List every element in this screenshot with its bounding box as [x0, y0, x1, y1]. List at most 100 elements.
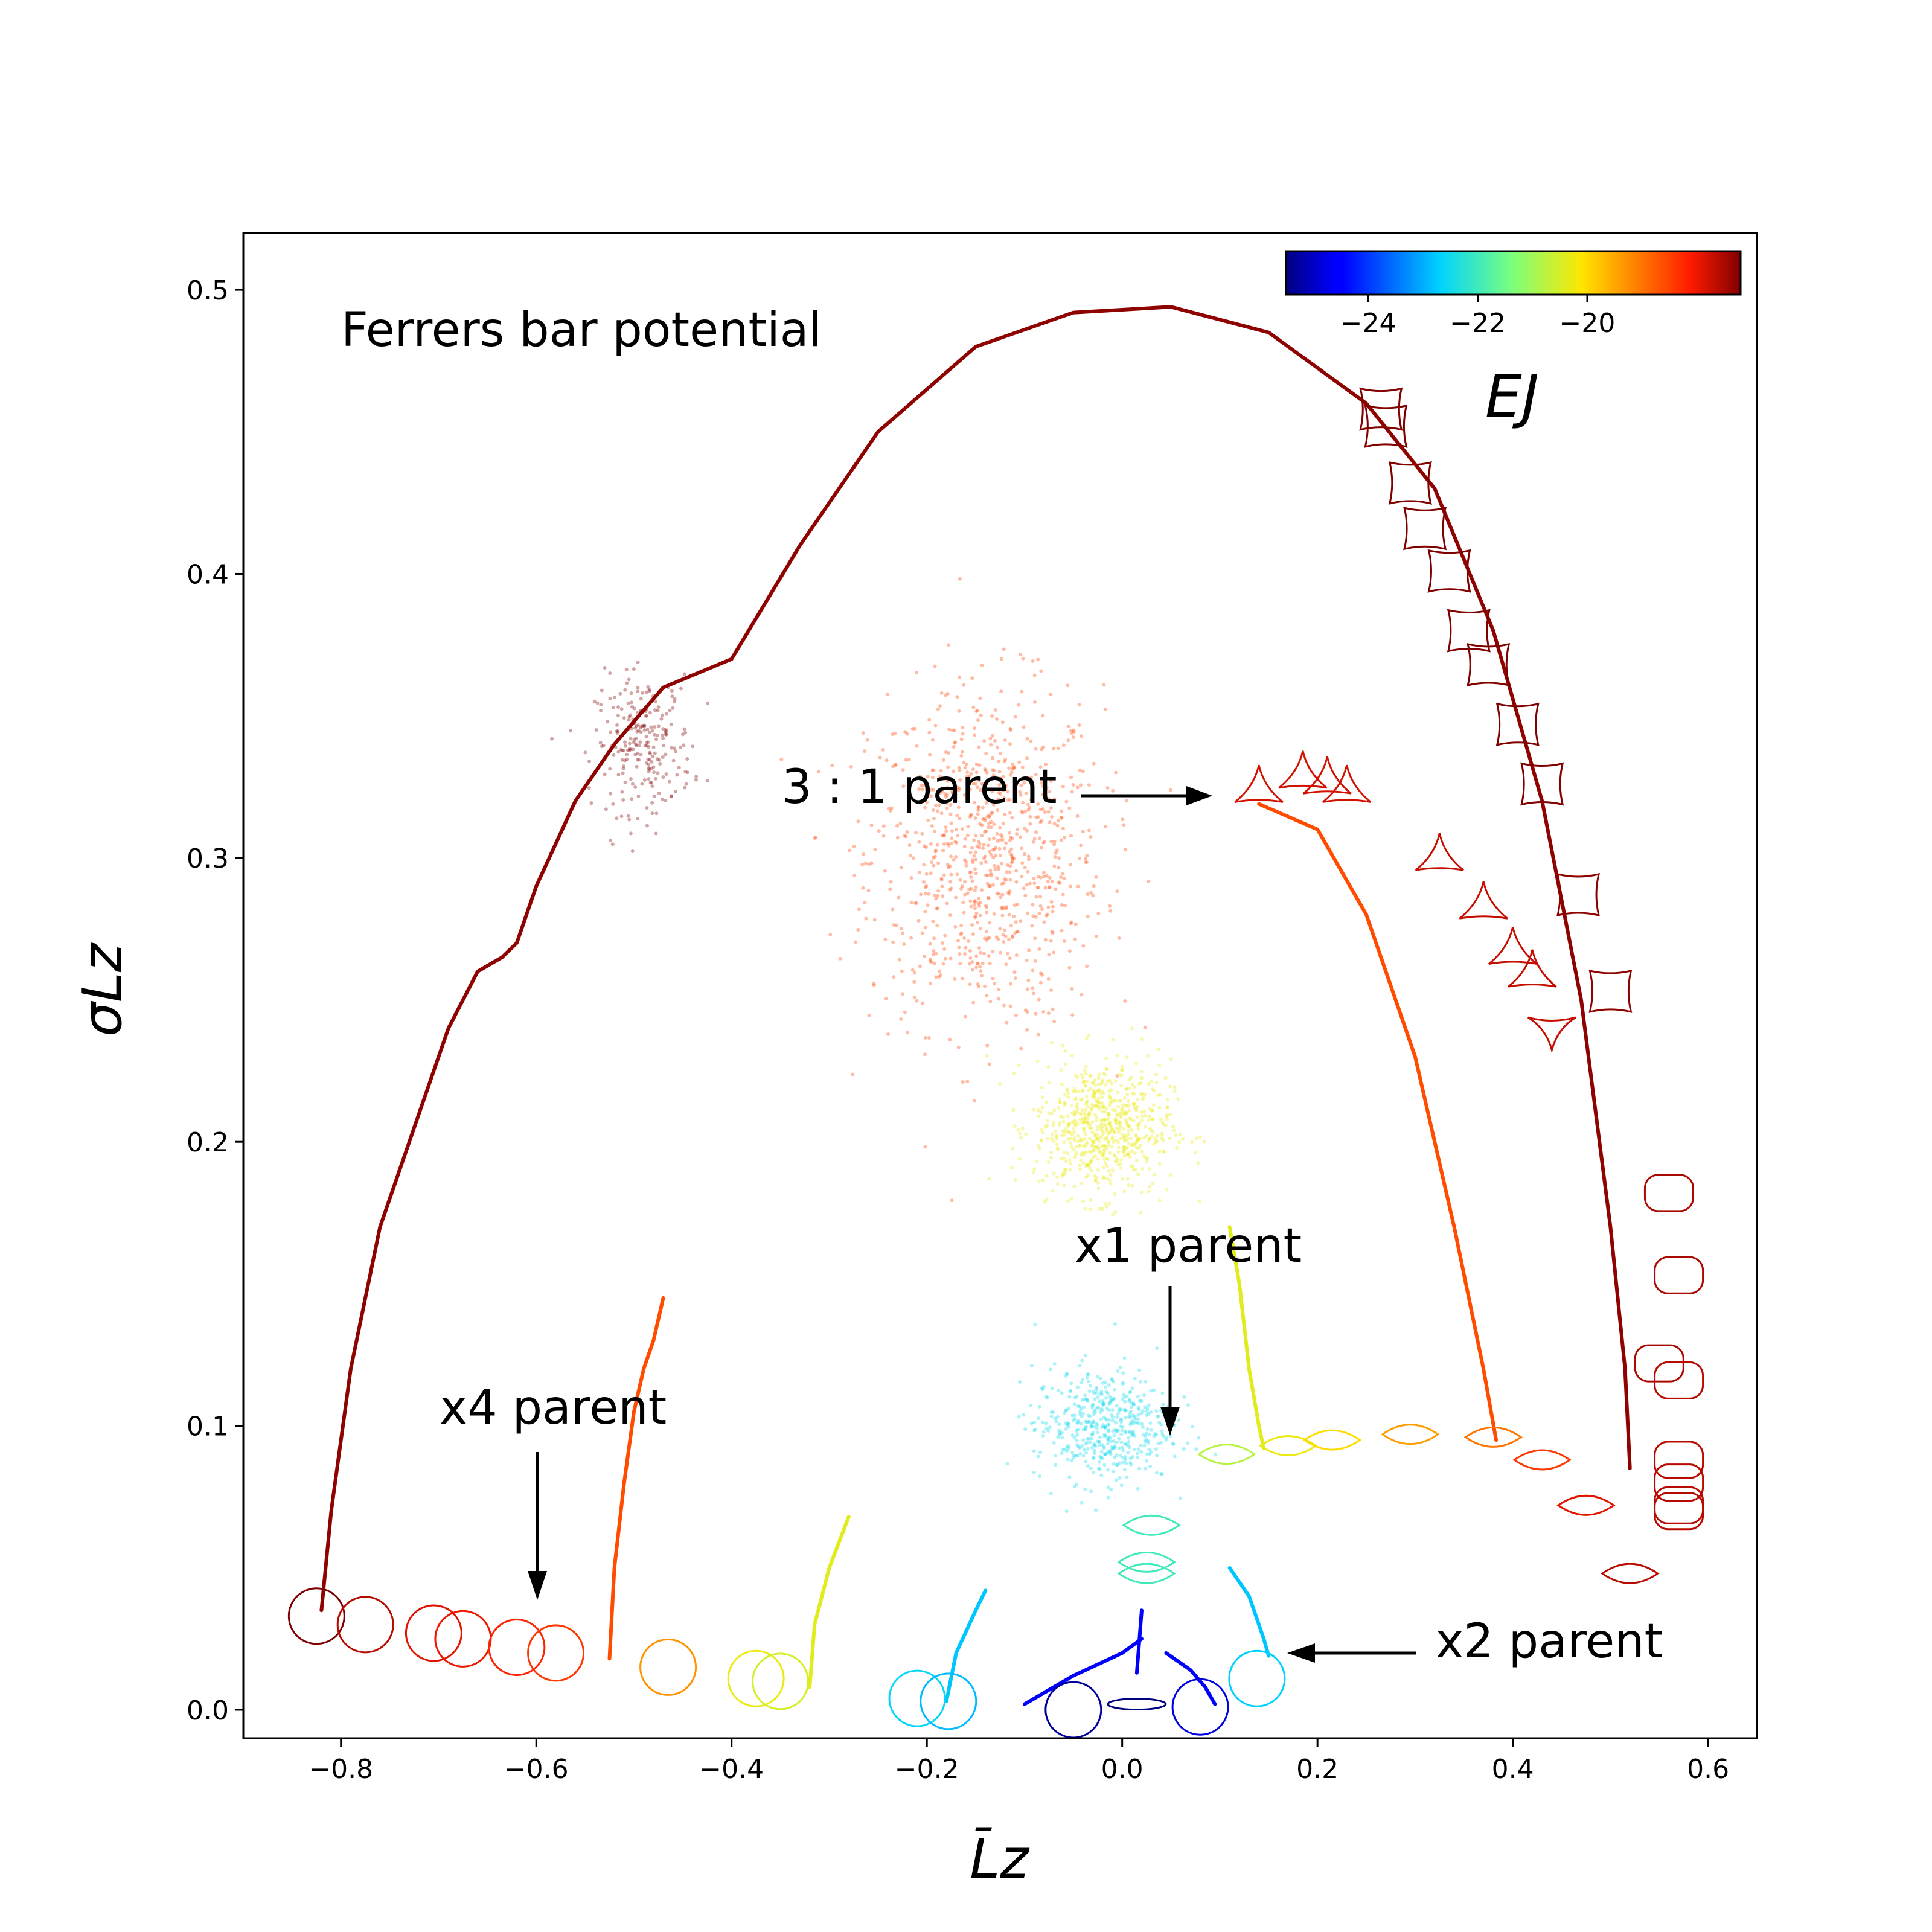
cloud-point: [1081, 1121, 1086, 1125]
cloud-point: [1097, 1439, 1101, 1444]
cloud-point: [636, 817, 640, 821]
cloud-point: [1009, 924, 1013, 928]
cloud-point: [984, 930, 988, 934]
cloud-point: [862, 852, 866, 857]
cloud-point: [1160, 1133, 1164, 1137]
cloud-point: [1120, 1067, 1124, 1072]
cloud-point: [1083, 1113, 1087, 1118]
cloud-point: [866, 889, 871, 893]
cloud-point: [606, 720, 610, 724]
cloud-point: [1090, 1403, 1095, 1407]
cloud-point: [619, 747, 623, 752]
cloud-point: [661, 797, 665, 801]
cloud-point: [1108, 1078, 1112, 1083]
cloud-point: [935, 809, 939, 813]
cloud-point: [958, 675, 962, 679]
cloud-point: [634, 743, 638, 747]
cloud-point: [685, 770, 689, 775]
cloud-point: [1157, 1421, 1162, 1425]
cloud-point: [1113, 1130, 1117, 1134]
cloud-point: [1104, 1145, 1108, 1149]
cloud-point: [1000, 905, 1005, 909]
cloud-point: [1100, 1101, 1104, 1105]
cloud-point: [987, 815, 991, 819]
cloud-point: [1156, 1133, 1160, 1137]
x-tick-label: −0.6: [504, 1754, 569, 1785]
cloud-point: [1125, 1087, 1129, 1091]
cloud-point: [1107, 1383, 1111, 1387]
cloud-point: [1063, 836, 1067, 840]
cloud-point: [945, 691, 950, 696]
cloud-point: [1127, 1078, 1131, 1082]
cloud-point: [1095, 1427, 1099, 1431]
arrowhead-x2-parent: [1287, 1643, 1315, 1663]
cloud-point: [977, 846, 982, 850]
orbit-circle: [527, 1624, 585, 1682]
cloud-point: [1075, 1102, 1080, 1106]
cloud-point: [1142, 1109, 1147, 1113]
cloud-point: [1067, 1444, 1071, 1448]
cloud-point: [996, 937, 1000, 941]
cloud-point: [958, 577, 962, 581]
cloud-point: [669, 794, 673, 798]
cloud-point: [664, 712, 668, 716]
cloud-point: [1061, 1115, 1065, 1119]
cloud-point: [989, 820, 993, 824]
cloud-point: [1052, 1361, 1057, 1366]
cloud-point: [1066, 1137, 1070, 1142]
cloud-point: [1114, 1121, 1118, 1125]
cloud-point: [615, 731, 619, 735]
cloud-point: [653, 732, 657, 737]
cloud-point: [1052, 746, 1056, 750]
cloud-point: [1029, 739, 1033, 743]
cloud-point: [956, 939, 961, 943]
cloud-point: [1169, 1173, 1173, 1177]
cloud-point: [1111, 1397, 1115, 1401]
cloud-point: [642, 778, 647, 782]
cloud-point: [970, 676, 974, 680]
cloud-point: [1149, 1450, 1153, 1454]
cloud-point: [1060, 816, 1064, 820]
cloud-point: [988, 936, 992, 940]
cloud-point: [1134, 1134, 1139, 1139]
cloud-point: [1159, 1471, 1163, 1476]
cloud-point: [1106, 1468, 1110, 1472]
cloud-point: [1066, 1422, 1070, 1426]
cloud-point: [1133, 1433, 1137, 1438]
cloud-point: [936, 889, 941, 893]
cloud-point: [969, 875, 973, 879]
cloud-point: [1131, 1401, 1136, 1406]
cloud-point: [991, 976, 995, 980]
cloud-point: [1105, 1079, 1110, 1083]
cloud-point: [1126, 1128, 1130, 1133]
orbit-circle: [920, 1672, 977, 1730]
cloud-point: [936, 707, 940, 711]
cloud-point: [974, 834, 978, 838]
cloud-point: [1089, 1151, 1093, 1155]
cloud-point: [1117, 1072, 1121, 1076]
cloud-point: [1119, 1157, 1124, 1162]
cloud-point: [1099, 1455, 1104, 1459]
cloud-point: [1123, 1455, 1127, 1459]
cloud-point: [1066, 1406, 1070, 1410]
cloud-point: [1100, 1125, 1104, 1130]
cloud-point: [1023, 866, 1027, 870]
cloud-point: [1079, 1182, 1083, 1186]
cloud-point: [979, 974, 984, 978]
cloud-point: [1073, 1073, 1078, 1078]
cloud-point: [653, 708, 657, 712]
cloud-point: [932, 769, 936, 773]
cloud-point: [1150, 1108, 1154, 1113]
cloud-point: [1081, 1199, 1086, 1203]
cloud-point: [946, 643, 950, 647]
cloud-point: [1112, 1099, 1116, 1103]
cloud-point: [1168, 1434, 1172, 1438]
cloud-point: [917, 787, 921, 791]
cloud-point: [939, 811, 944, 816]
cloud-point: [1062, 1100, 1066, 1104]
cloud-point: [636, 723, 641, 728]
cloud-point: [634, 742, 638, 746]
cloud-point: [651, 765, 656, 769]
cloud-point: [927, 731, 932, 735]
cloud-point: [670, 746, 674, 750]
